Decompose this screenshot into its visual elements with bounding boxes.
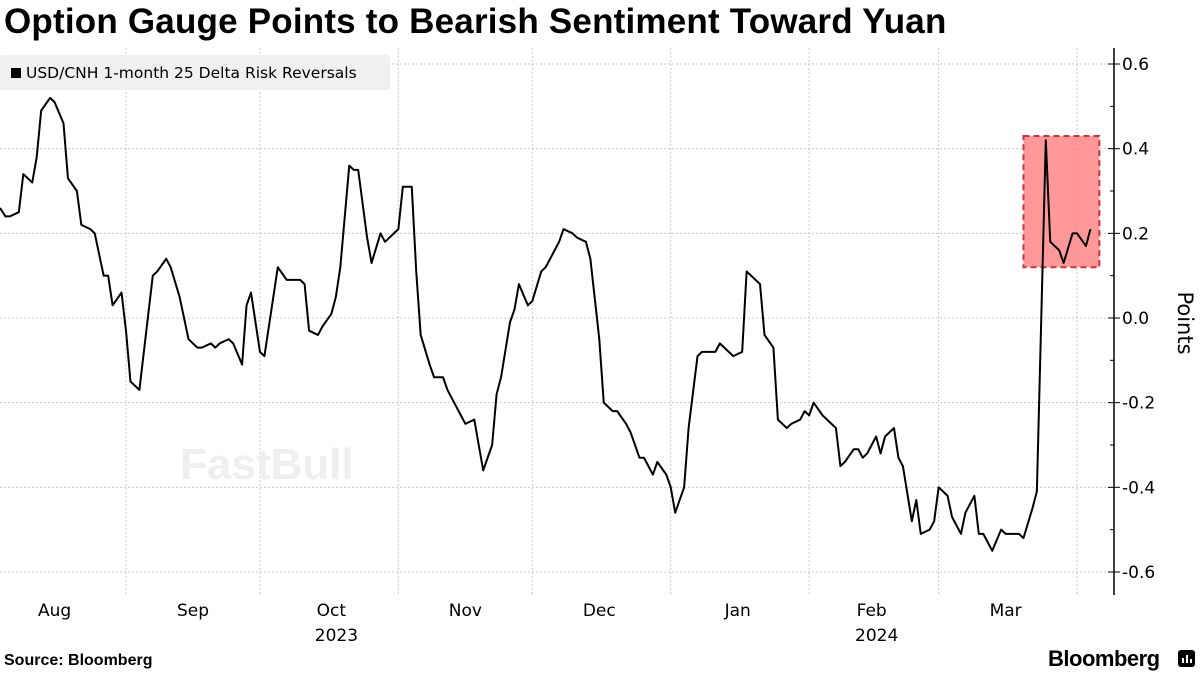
series-line-group [0, 96, 1092, 552]
x-tick-label: Mar [990, 601, 1022, 621]
x-tick-label: Dec [583, 601, 616, 621]
x-tick-label: Aug [38, 601, 71, 621]
bloomberg-chart-icon [1178, 650, 1195, 667]
highlight-rect [1022, 134, 1101, 269]
x-tick-label: Feb [857, 601, 887, 621]
legend-swatch [11, 67, 21, 78]
y-tick-label: 0.2 [1122, 224, 1149, 244]
bloomberg-logo: Bloomberg [1048, 646, 1160, 671]
x-axis: Aug Sep Oct 2023 Nov Dec Jan Feb 2024 Mar [38, 601, 1022, 646]
legend: USD/CNH 1-month 25 Delta Risk Reversals [0, 55, 390, 90]
y-tick-label: 0.4 [1122, 140, 1149, 160]
series-line [0, 96, 1092, 552]
y-tick-label: 0.6 [1122, 55, 1149, 75]
y-tick-label: -0.6 [1122, 563, 1155, 583]
grid [0, 48, 1114, 595]
y-tick-label: 0.0 [1122, 309, 1149, 329]
y-axis: 0.6 0.4 0.2 0.0 -0.2 -0.4 -0.6 [1108, 48, 1155, 595]
x-year-label: 2024 [855, 626, 898, 646]
source-note: Source: Bloomberg [4, 652, 153, 669]
y-tick-label: -0.2 [1122, 394, 1155, 414]
x-year-label: 2023 [315, 626, 358, 646]
x-tick-label: Oct [317, 601, 347, 621]
x-tick-label: Nov [449, 601, 482, 621]
y-axis-label: Points [1173, 291, 1197, 354]
x-tick-label: Sep [177, 601, 209, 621]
legend-label: USD/CNH 1-month 25 Delta Risk Reversals [26, 63, 357, 82]
watermark: FastBull [180, 440, 354, 489]
highlight-box [1022, 134, 1101, 269]
y-tick-label: -0.4 [1122, 478, 1155, 498]
x-tick-label: Jan [724, 601, 751, 621]
chart-title: Option Gauge Points to Bearish Sentiment… [4, 2, 947, 41]
